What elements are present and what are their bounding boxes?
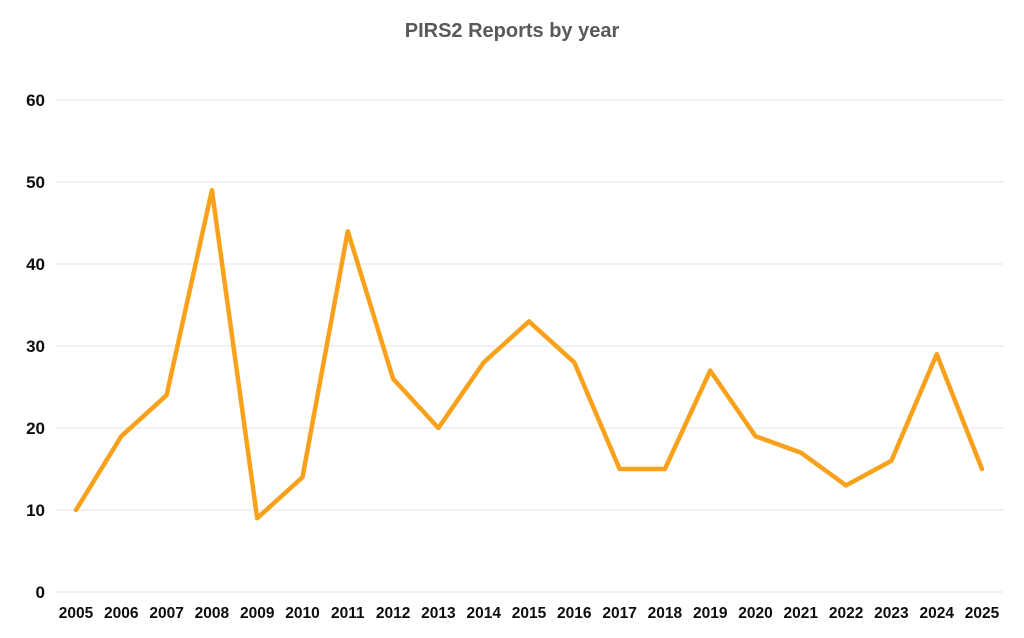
x-tick-label: 2025 xyxy=(965,605,1000,622)
x-tick-label: 2019 xyxy=(693,605,728,622)
series-group xyxy=(73,187,985,521)
chart-title: PIRS2 Reports by year xyxy=(405,20,620,42)
y-tick-label: 60 xyxy=(26,91,45,110)
x-tick-label: 2020 xyxy=(738,605,772,622)
y-tick-label: 50 xyxy=(26,173,45,192)
x-tick-label: 2017 xyxy=(602,605,636,622)
x-tick-label: 2021 xyxy=(784,605,819,622)
x-tick-label: 2007 xyxy=(149,605,183,622)
y-tick-label: 20 xyxy=(26,419,45,438)
x-tick-label: 2011 xyxy=(331,605,365,622)
x-tick-label: 2013 xyxy=(421,605,456,622)
x-tick-label: 2012 xyxy=(376,605,410,622)
y-tick-label: 30 xyxy=(26,337,45,356)
y-tick-label: 10 xyxy=(26,501,45,520)
x-tick-label: 2006 xyxy=(104,605,139,622)
y-tick-label: 40 xyxy=(26,255,45,274)
x-tick-label: 2014 xyxy=(466,605,501,622)
x-tick-label: 2022 xyxy=(829,605,863,622)
x-tick-label: 2023 xyxy=(874,605,909,622)
x-tick-label: 2005 xyxy=(59,605,94,622)
x-tick-label: 2016 xyxy=(557,605,592,622)
x-tick-label: 2008 xyxy=(195,605,230,622)
x-tick-label: 2024 xyxy=(919,605,954,622)
x-tick-label: 2010 xyxy=(285,605,319,622)
series-line xyxy=(73,187,985,521)
x-tick-label: 2018 xyxy=(648,605,683,622)
x-axis-labels: 2005 2006 2007 2008 2009 2010 2011 2012 2013 2014… xyxy=(59,605,1000,622)
gridlines xyxy=(55,99,1003,593)
x-tick-label: 2009 xyxy=(240,605,275,622)
y-axis-labels: 0 10 20 30 40 50 60 xyxy=(26,91,45,602)
x-tick-label: 2015 xyxy=(512,605,547,622)
y-tick-label: 0 xyxy=(36,583,45,602)
